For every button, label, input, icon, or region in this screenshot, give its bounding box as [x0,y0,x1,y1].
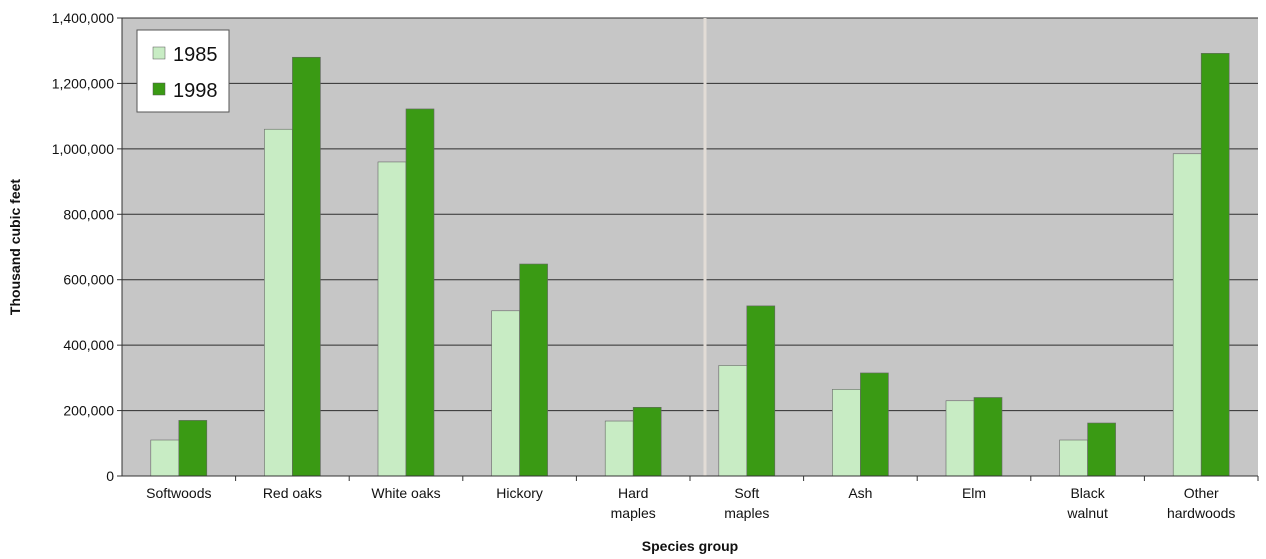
y-tick-label: 200,000 [63,403,114,419]
x-tick-label: Hard [618,485,648,501]
y-tick-label: 1,000,000 [52,141,114,157]
legend-label-1998: 1998 [173,80,218,102]
x-tick-label: Other [1184,485,1219,501]
x-tick-label: Softwoods [146,485,211,501]
x-tick-label: maples [611,505,656,521]
bar-1985 [718,365,748,477]
y-tick-label: 1,400,000 [52,10,114,26]
legend-swatch-1985 [152,46,166,60]
x-tick-label: Black [1070,485,1105,501]
x-tick-label: Elm [962,485,986,501]
x-tick-labels: Softwoods Red oaks White oaks Hickory Hard ma… [146,476,1259,521]
x-tick-label: Soft [734,485,759,501]
x-tick-label: Red oaks [263,485,322,501]
bar-1985 [491,310,520,477]
x-tick-label: White oaks [371,485,440,501]
y-tick-label: 600,000 [63,272,114,288]
bar-1985 [1059,439,1088,477]
x-tick-label: maples [724,505,769,521]
bar-1998 [1087,422,1116,477]
legend-label-1985: 1985 [173,44,218,66]
bar-1998 [292,56,321,477]
x-tick-label: Hickory [496,485,543,501]
y-ticks: 0 200,000 400,000 600,000 800,000 1,000,000 1,… [52,10,122,484]
y-tick-label: 400,000 [63,337,114,353]
bar-1998 [405,108,435,477]
bar-1998 [746,305,776,477]
y-tick-label: 0 [106,468,114,484]
bar-1998 [1200,53,1230,477]
legend-swatch-1998 [152,82,166,96]
legend: 1985 1998 [136,29,230,113]
bar-1998 [973,397,1003,477]
bar-1998 [860,372,889,477]
bar-1985 [264,128,293,477]
bar-1985 [604,420,634,477]
bar-1998 [178,420,208,477]
y-tick-label: 1,200,000 [52,75,114,91]
y-axis-title: Thousand cubic feet [7,179,23,315]
bars [150,53,1230,477]
bar-1998 [632,406,662,477]
bar-1985 [832,389,861,477]
bar-1985 [150,439,180,477]
bar-1998 [519,263,548,477]
bar-1985 [377,161,407,477]
legend-box [136,29,230,113]
x-axis-title: Species group [642,538,738,554]
x-tick-label: Ash [848,485,872,501]
x-tick-label: hardwoods [1167,505,1236,521]
bar-1985 [945,400,975,477]
bar-1985 [1172,153,1202,477]
y-tick-label: 800,000 [63,206,114,222]
x-tick-label: walnut [1066,505,1108,521]
